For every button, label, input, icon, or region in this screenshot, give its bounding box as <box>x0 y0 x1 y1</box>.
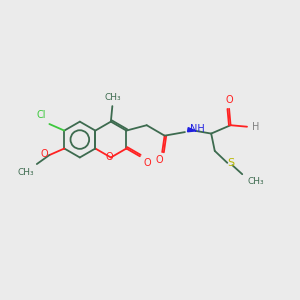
Text: O: O <box>155 155 163 165</box>
Text: NH: NH <box>190 124 205 134</box>
Text: CH₃: CH₃ <box>18 168 34 177</box>
Text: Cl: Cl <box>37 110 46 120</box>
Text: H: H <box>252 122 260 132</box>
Text: O: O <box>225 95 233 105</box>
Polygon shape <box>188 128 196 132</box>
Text: CH₃: CH₃ <box>104 93 121 102</box>
Text: O: O <box>143 158 151 168</box>
Text: O: O <box>106 152 113 163</box>
Text: S: S <box>227 158 235 168</box>
Text: O: O <box>40 149 48 160</box>
Text: CH₃: CH₃ <box>248 177 264 186</box>
